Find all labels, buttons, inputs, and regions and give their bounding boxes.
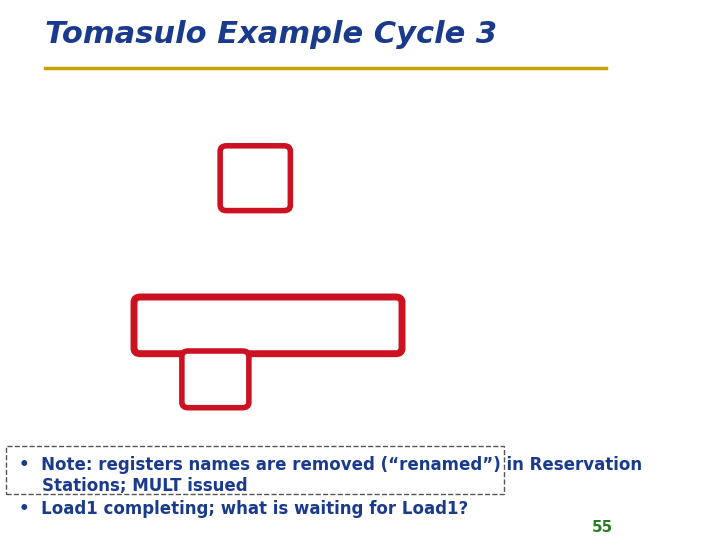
FancyBboxPatch shape [134, 297, 402, 354]
FancyBboxPatch shape [220, 146, 290, 211]
Text: •  Note: registers names are removed (“renamed”) in Reservation
    Stations; MU: • Note: registers names are removed (“re… [19, 456, 642, 495]
FancyBboxPatch shape [6, 446, 504, 494]
Text: 55: 55 [591, 519, 613, 535]
Text: •  Load1 completing; what is waiting for Load1?: • Load1 completing; what is waiting for … [19, 500, 469, 517]
FancyBboxPatch shape [182, 351, 249, 408]
Text: Tomasulo Example Cycle 3: Tomasulo Example Cycle 3 [45, 19, 497, 49]
